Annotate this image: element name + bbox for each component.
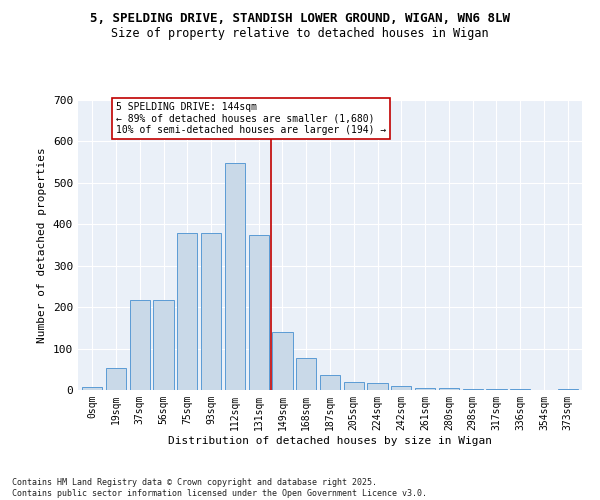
Bar [367, 383, 388, 390]
Bar [272, 332, 293, 390]
Bar [130, 300, 150, 390]
Bar [225, 163, 245, 390]
Bar [177, 232, 197, 390]
Bar [344, 382, 364, 390]
Bar [463, 389, 483, 390]
Bar [154, 300, 173, 390]
Bar [510, 389, 530, 390]
Bar [557, 389, 578, 390]
Text: 5, SPELDING DRIVE, STANDISH LOWER GROUND, WIGAN, WN6 8LW: 5, SPELDING DRIVE, STANDISH LOWER GROUND… [90, 12, 510, 26]
Text: 5 SPELDING DRIVE: 144sqm
← 89% of detached houses are smaller (1,680)
10% of sem: 5 SPELDING DRIVE: 144sqm ← 89% of detach… [116, 102, 386, 136]
Bar [487, 389, 506, 390]
Y-axis label: Number of detached properties: Number of detached properties [37, 147, 47, 343]
Text: Size of property relative to detached houses in Wigan: Size of property relative to detached ho… [111, 28, 489, 40]
Bar [320, 375, 340, 390]
Bar [82, 387, 103, 390]
Bar [415, 388, 435, 390]
Bar [201, 232, 221, 390]
Bar [439, 388, 459, 390]
Bar [391, 386, 412, 390]
Bar [296, 358, 316, 390]
Bar [106, 368, 126, 390]
X-axis label: Distribution of detached houses by size in Wigan: Distribution of detached houses by size … [168, 436, 492, 446]
Bar [248, 234, 269, 390]
Text: Contains HM Land Registry data © Crown copyright and database right 2025.
Contai: Contains HM Land Registry data © Crown c… [12, 478, 427, 498]
